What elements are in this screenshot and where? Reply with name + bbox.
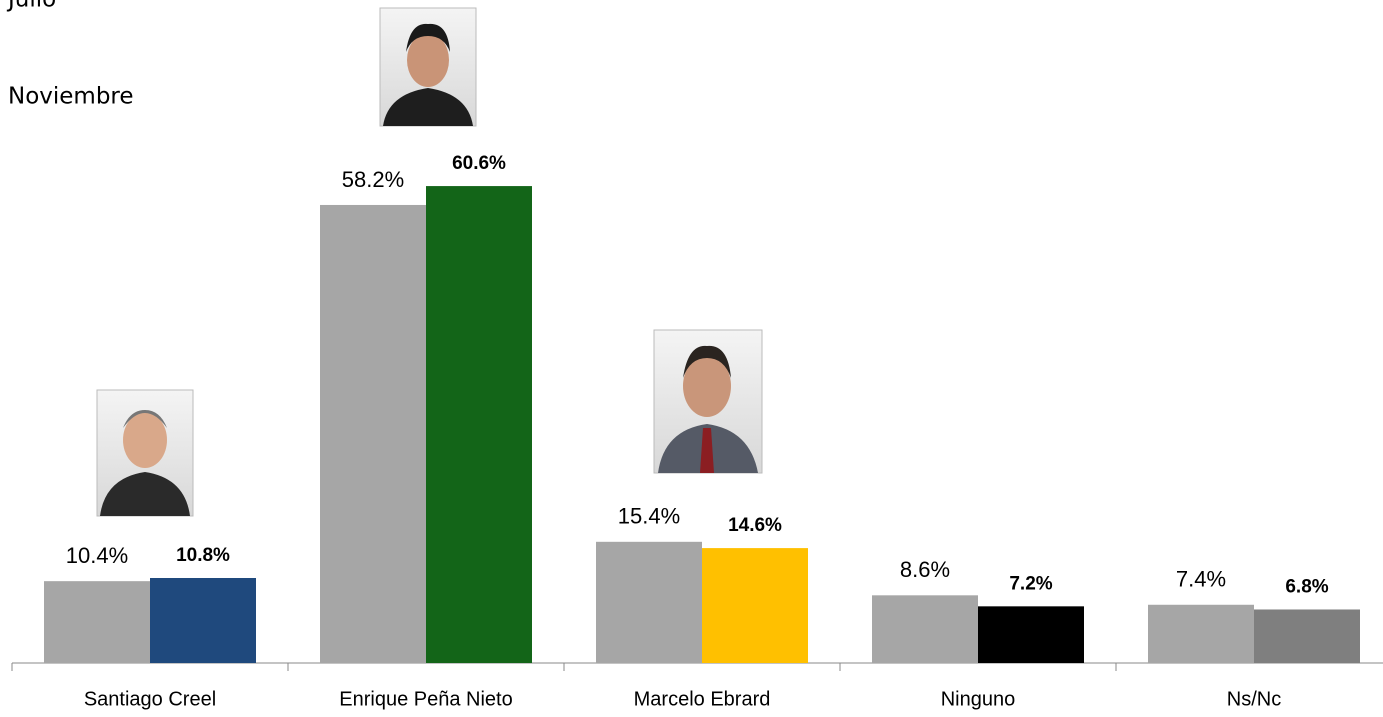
- bar: [150, 578, 256, 663]
- photo: [379, 7, 477, 127]
- legend-entry: Noviembre: [8, 84, 134, 110]
- bar: [426, 186, 532, 663]
- photo: [653, 329, 763, 474]
- bar: [596, 541, 702, 663]
- x-tick-label: Santiago Creel: [84, 688, 216, 710]
- bar: [320, 204, 426, 663]
- axis-ticks: [11, 663, 1117, 671]
- bar: [978, 606, 1084, 663]
- x-tick-label: Enrique Peña Nieto: [339, 688, 512, 710]
- value-label: 60.6%: [452, 153, 506, 174]
- bar: [872, 595, 978, 663]
- photo: [96, 389, 194, 517]
- value-label: 7.4%: [1176, 567, 1226, 592]
- value-label: 10.4%: [66, 543, 128, 568]
- bar: [702, 548, 808, 663]
- value-label: 14.6%: [728, 515, 782, 536]
- x-tick-label: Ninguno: [941, 688, 1016, 710]
- value-label: 15.4%: [618, 504, 680, 529]
- x-tick-label: Marcelo Ebrard: [634, 688, 771, 710]
- bar: [1148, 604, 1254, 663]
- value-label: 6.8%: [1285, 576, 1328, 597]
- value-label: 7.2%: [1009, 573, 1052, 594]
- value-label: 10.8%: [176, 545, 230, 566]
- legend-entry: Julio: [6, 0, 56, 13]
- x-tick-label: Ns/Nc: [1227, 688, 1281, 710]
- bar: [1254, 609, 1360, 663]
- bar: [44, 581, 150, 663]
- value-label: 8.6%: [900, 557, 950, 582]
- value-label: 58.2%: [342, 167, 404, 192]
